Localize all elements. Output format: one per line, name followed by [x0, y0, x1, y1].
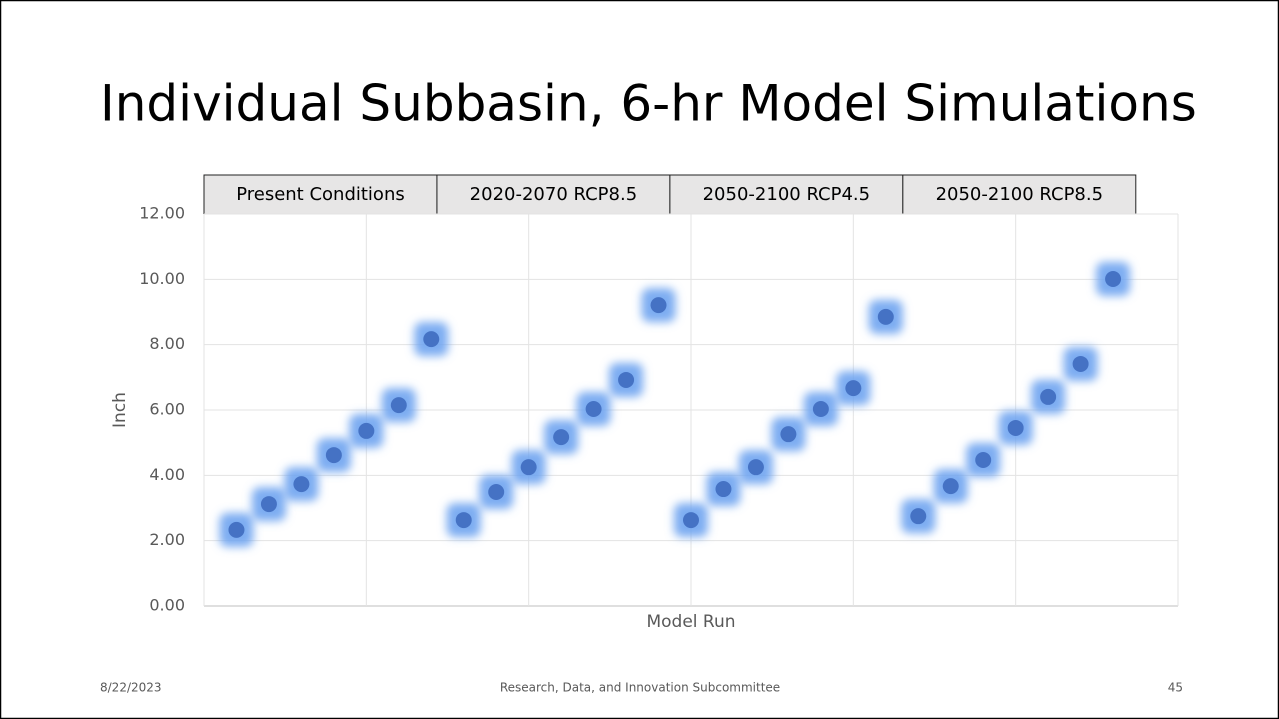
point — [715, 481, 732, 498]
point — [618, 371, 635, 388]
point — [423, 331, 440, 348]
footer-page: 45 — [1168, 681, 1183, 695]
point — [585, 401, 602, 418]
point — [812, 401, 829, 418]
point — [520, 459, 537, 476]
group-header: 2050-2100 RCP8.5 — [936, 184, 1104, 205]
y-tick-label: 4.00 — [149, 465, 185, 484]
point — [390, 397, 407, 414]
y-tick-label: 2.00 — [149, 530, 185, 549]
point — [845, 380, 862, 397]
point — [650, 297, 667, 314]
group-header: 2020-2070 RCP8.5 — [470, 184, 638, 205]
point — [1072, 355, 1089, 372]
point — [1105, 271, 1122, 288]
point — [455, 512, 472, 529]
point — [910, 508, 927, 525]
group-header: 2050-2100 RCP4.5 — [703, 184, 871, 205]
group-header: Present Conditions — [236, 184, 405, 205]
y-tick-label: 0.00 — [149, 596, 185, 615]
point — [488, 483, 505, 500]
group-header-box — [669, 174, 904, 215]
point — [228, 521, 245, 538]
y-axis-label: Inch — [110, 392, 130, 428]
footer-date: 8/22/2023 — [100, 681, 162, 695]
slide-title: Individual Subbasin, 6-hr Model Simulati… — [100, 75, 1197, 133]
point — [780, 426, 797, 443]
point — [942, 478, 959, 495]
x-axis-label: Model Run — [646, 612, 735, 632]
point — [1040, 388, 1057, 405]
point — [1007, 419, 1024, 436]
y-tick-label: 6.00 — [149, 400, 185, 419]
point — [260, 496, 277, 513]
point — [553, 429, 570, 446]
group-header-box — [203, 174, 438, 215]
point — [877, 308, 894, 325]
point — [747, 459, 764, 476]
point — [683, 512, 699, 529]
y-tick-label: 12.00 — [139, 204, 185, 223]
point — [975, 451, 992, 468]
point — [358, 422, 375, 439]
point — [325, 447, 342, 464]
y-tick-label: 8.00 — [149, 334, 185, 353]
footer-center: Research, Data, and Innovation Subcommit… — [500, 681, 780, 695]
y-tick-label: 10.00 — [139, 269, 185, 288]
group-header-box — [436, 174, 671, 215]
point — [293, 476, 310, 493]
